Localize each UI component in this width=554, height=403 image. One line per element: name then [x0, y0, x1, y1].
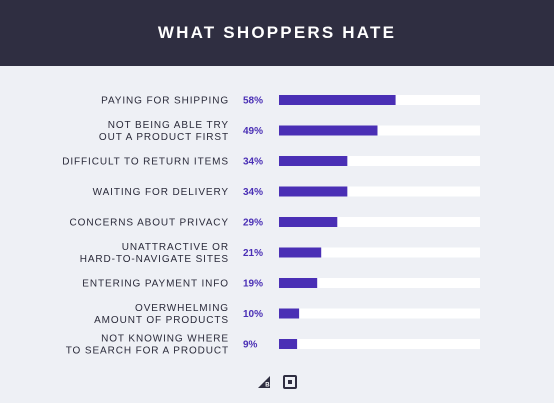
bar: [279, 217, 338, 227]
bar-track: [279, 339, 480, 349]
category-label: PAYING FOR SHIPPING: [101, 96, 229, 107]
category-label: OUT A PRODUCT FIRST: [99, 132, 229, 143]
category-label: ENTERING PAYMENT INFO: [82, 279, 229, 290]
bar-value-label: 9%: [243, 340, 258, 351]
bar-value-label: 49%: [243, 126, 263, 137]
category-label: WAITING FOR DELIVERY: [93, 187, 229, 198]
category-label: CONCERNS ABOUT PRIVACY: [70, 218, 229, 229]
category-label: UNATTRACTIVE OR: [122, 242, 229, 253]
category-label: DIFFICULT TO RETURN ITEMS: [62, 157, 229, 168]
chart-title: WHAT SHOPPERS HATE: [157, 23, 397, 42]
square-logo-icon: [283, 375, 297, 389]
bar-track: [279, 308, 480, 319]
bar-track: [279, 125, 480, 136]
bar: [279, 186, 348, 197]
bar-chart: 58% PAYING FOR SHIPPING 49% NOT BEING ABLE …: [62, 95, 480, 357]
bar-track: [279, 278, 480, 288]
bar-track: [279, 156, 480, 166]
svg-text:B: B: [265, 383, 270, 389]
bigcommerce-logo-icon: B: [258, 376, 270, 389]
bar-track: [279, 186, 480, 197]
bar: [279, 308, 300, 319]
category-label: AMOUNT OF PRODUCTS: [94, 315, 229, 326]
bar: [279, 247, 322, 258]
category-label: HARD-TO-NAVIGATE SITES: [80, 254, 229, 265]
bar: [279, 125, 378, 136]
bar: [279, 95, 396, 105]
bar-value-label: 58%: [243, 96, 263, 107]
bar-value-label: 34%: [243, 187, 263, 198]
bar-value-label: 21%: [243, 248, 263, 259]
bar: [279, 278, 318, 288]
bar-value-label: 29%: [243, 218, 263, 229]
category-label: NOT BEING ABLE TRY: [108, 120, 229, 131]
bar: [279, 339, 298, 349]
footer-logos: B: [0, 372, 554, 392]
bar-value-label: 34%: [243, 157, 263, 168]
header-banner: WHAT SHOPPERS HATE: [0, 0, 554, 66]
bar-value-label: 19%: [243, 279, 263, 290]
bar: [279, 156, 348, 166]
category-label: NOT KNOWING WHERE: [101, 334, 229, 345]
bar-value-label: 10%: [243, 309, 263, 320]
category-label: OVERWHELMING: [135, 303, 229, 314]
bar-track: [279, 217, 480, 227]
bar-track: [279, 247, 480, 258]
category-label: TO SEARCH FOR A PRODUCT: [66, 346, 229, 357]
